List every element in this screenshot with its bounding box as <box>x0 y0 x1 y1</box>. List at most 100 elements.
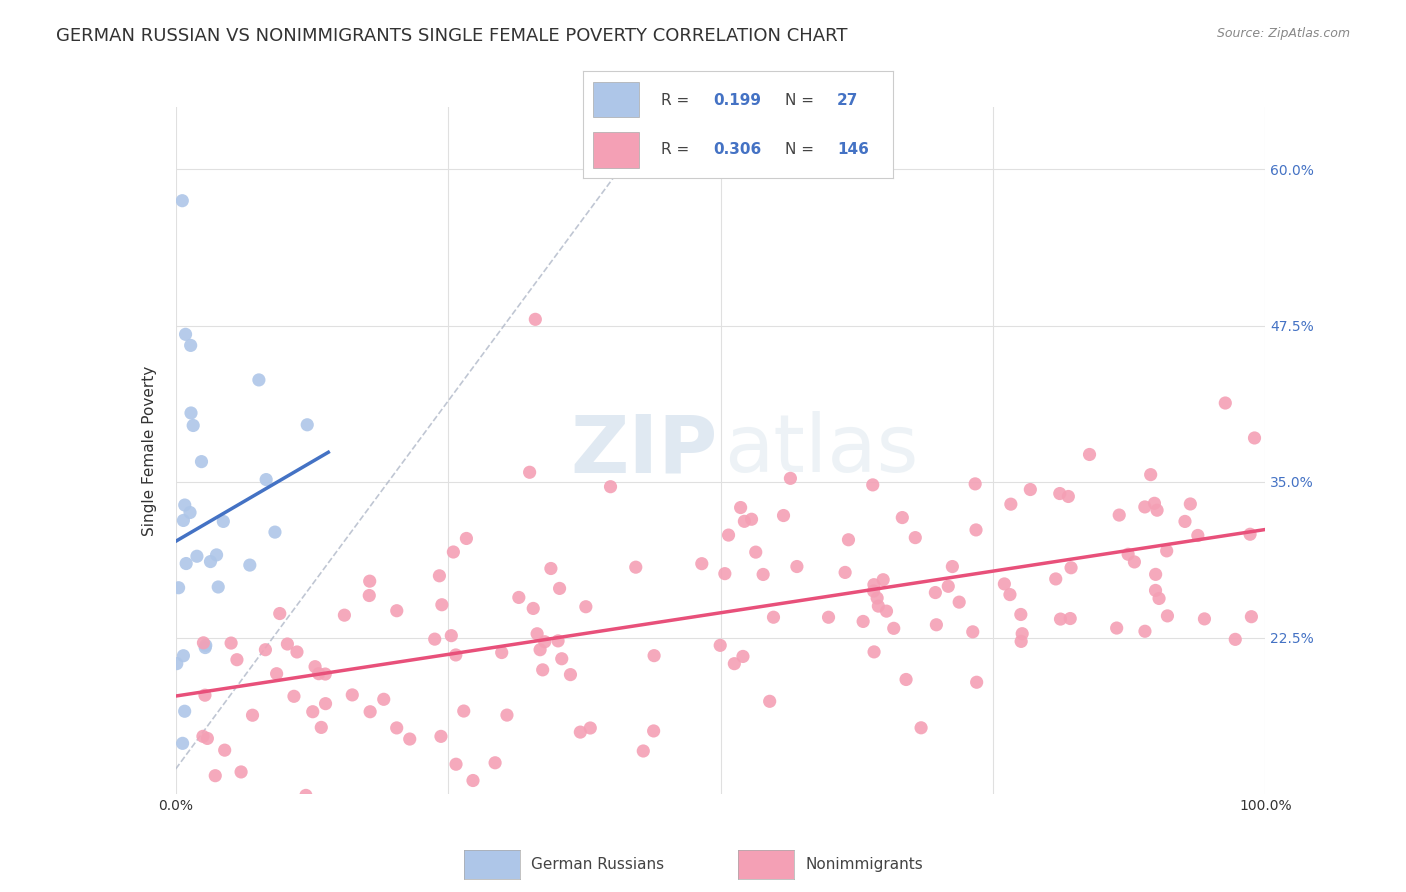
Point <box>314 667 336 681</box>
Point <box>1187 528 1209 542</box>
Point <box>690 557 713 571</box>
Point <box>301 705 323 719</box>
Text: N =: N = <box>785 93 814 108</box>
Point <box>1144 567 1167 582</box>
Point <box>1011 626 1033 640</box>
Point <box>872 573 894 587</box>
Text: GERMAN RUSSIAN VS NONIMMIGRANTS SINGLE FEMALE POVERTY CORRELATION CHART: GERMAN RUSSIAN VS NONIMMIGRANTS SINGLE F… <box>56 27 848 45</box>
Point <box>547 633 569 648</box>
Point <box>191 729 214 743</box>
Point <box>1078 448 1101 462</box>
Point <box>925 617 948 632</box>
Point <box>966 675 988 690</box>
Point <box>311 720 333 734</box>
Point <box>624 560 647 574</box>
Point <box>444 757 467 772</box>
Point <box>779 471 801 485</box>
Point <box>429 569 451 583</box>
Point <box>1059 611 1081 625</box>
Point <box>194 639 217 653</box>
Point <box>333 608 356 623</box>
Point <box>723 657 745 671</box>
Point <box>1049 486 1071 500</box>
Point <box>762 610 785 624</box>
Point <box>1156 608 1178 623</box>
Point <box>522 601 544 615</box>
Point <box>174 327 197 342</box>
Point <box>741 512 763 526</box>
Point <box>167 581 190 595</box>
Point <box>180 338 202 352</box>
Text: Nonimmigrants: Nonimmigrants <box>806 857 924 871</box>
Point <box>569 725 592 739</box>
Point <box>315 697 337 711</box>
Point <box>276 637 298 651</box>
Point <box>1105 621 1128 635</box>
Point <box>924 585 946 599</box>
Point <box>579 721 602 735</box>
Text: Source: ZipAtlas.com: Source: ZipAtlas.com <box>1216 27 1350 40</box>
Point <box>269 607 291 621</box>
Point <box>1139 467 1161 482</box>
Point <box>194 640 217 655</box>
Point <box>863 577 886 591</box>
Point <box>373 692 395 706</box>
Point <box>484 756 506 770</box>
Text: 27: 27 <box>837 93 859 108</box>
Point <box>172 513 194 527</box>
Point <box>1144 583 1167 598</box>
Point <box>1156 544 1178 558</box>
Point <box>200 555 222 569</box>
Point <box>194 688 217 702</box>
Point <box>862 584 884 599</box>
Point <box>910 721 932 735</box>
Point <box>745 545 768 559</box>
Point <box>1045 572 1067 586</box>
Point <box>772 508 794 523</box>
Point <box>714 566 737 581</box>
Point <box>529 642 551 657</box>
Point <box>883 621 905 635</box>
Text: R =: R = <box>661 142 689 157</box>
Point <box>385 604 408 618</box>
Point <box>733 514 755 528</box>
Point <box>1213 396 1236 410</box>
Point <box>204 769 226 783</box>
Point <box>1010 607 1032 622</box>
Point <box>456 532 478 546</box>
Point <box>359 589 381 603</box>
Point <box>190 455 212 469</box>
Point <box>633 744 655 758</box>
Point <box>264 525 287 540</box>
Point <box>1133 624 1156 639</box>
Point <box>643 648 665 663</box>
Point <box>1019 483 1042 497</box>
Text: 0.199: 0.199 <box>713 93 762 108</box>
Point <box>1225 632 1247 647</box>
Point <box>207 580 229 594</box>
Point <box>936 579 959 593</box>
Point <box>297 417 319 432</box>
Point <box>1010 634 1032 648</box>
Point <box>247 373 270 387</box>
Point <box>533 634 555 648</box>
Point <box>295 789 318 803</box>
Point <box>285 645 308 659</box>
Point <box>817 610 839 624</box>
Point <box>226 653 249 667</box>
Point <box>1180 497 1202 511</box>
Y-axis label: Single Female Poverty: Single Female Poverty <box>142 366 157 535</box>
Point <box>1123 555 1146 569</box>
Point <box>717 528 740 542</box>
Point <box>423 632 446 647</box>
Point <box>444 648 467 662</box>
Point <box>1116 547 1139 561</box>
Point <box>1057 490 1080 504</box>
Point <box>453 704 475 718</box>
Point <box>398 732 420 747</box>
Point <box>172 736 194 750</box>
Point <box>1000 497 1022 511</box>
Point <box>548 582 571 596</box>
Point <box>186 549 208 564</box>
Point <box>359 705 381 719</box>
